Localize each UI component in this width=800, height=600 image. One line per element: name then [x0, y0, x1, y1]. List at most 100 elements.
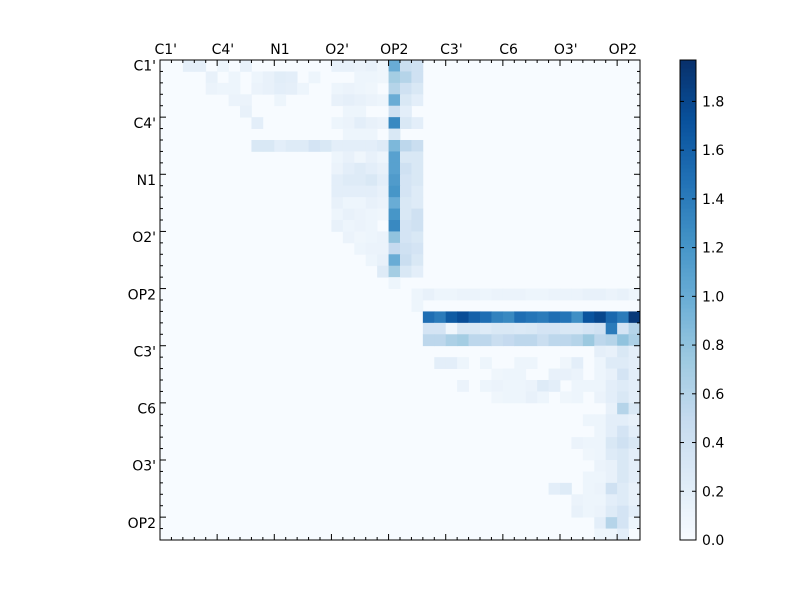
heatmap-cell	[582, 471, 595, 484]
heatmap-cell	[594, 334, 607, 347]
heatmap-cell	[560, 482, 572, 495]
heatmap-cell	[342, 128, 355, 141]
heatmap-cell	[480, 322, 492, 335]
colorbar-segment	[680, 264, 696, 269]
heatmap-cell	[240, 60, 252, 72]
heatmap-cell	[628, 517, 641, 529]
heatmap-cell	[617, 402, 629, 415]
colorbar-tick-label: 1.8	[702, 94, 724, 110]
x-tick-label: C4'	[212, 42, 235, 58]
heatmap-cell	[480, 380, 492, 392]
heatmap-cell	[560, 368, 572, 381]
heatmap-cell	[628, 494, 641, 507]
heatmap-cell	[571, 322, 584, 335]
heatmap-cell	[308, 71, 321, 84]
heatmap-cell	[548, 322, 561, 335]
heatmap-cell	[457, 334, 469, 347]
heatmap-cell	[342, 208, 355, 221]
heatmap-cell	[468, 288, 481, 301]
heatmap-cell	[411, 300, 424, 312]
colorbar-tick-label: 0.8	[702, 338, 724, 354]
heatmap-cell	[342, 117, 355, 129]
heatmap-cell	[354, 220, 367, 232]
x-tick-label: N1	[270, 42, 289, 58]
heatmap-cell	[228, 71, 241, 84]
colorbar-segment	[680, 472, 696, 477]
heatmap-cell	[354, 197, 367, 209]
heatmap-cell	[377, 265, 389, 278]
heatmap-cell	[525, 334, 538, 347]
heatmap-cell	[388, 254, 401, 267]
heatmap-cell	[365, 254, 378, 267]
colorbar-segment	[680, 460, 696, 465]
heatmap-cell	[342, 151, 355, 164]
heatmap-cell	[365, 185, 378, 198]
heatmap-cell	[388, 220, 401, 232]
heatmap-cell	[400, 220, 412, 232]
heatmap-cell	[354, 231, 367, 244]
heatmap-cell	[434, 288, 447, 301]
heatmap-cell	[468, 334, 481, 347]
heatmap-cell	[422, 334, 435, 347]
heatmap-cell	[434, 334, 447, 347]
colorbar-segment	[680, 308, 696, 313]
heatmap-cell	[628, 368, 641, 381]
heatmap-cell	[617, 482, 629, 495]
heatmap-cell	[525, 391, 538, 404]
y-tick-label: N1	[137, 173, 156, 189]
colorbar-segment	[680, 436, 696, 441]
heatmap-cell	[331, 94, 344, 107]
colorbar-segment	[680, 216, 696, 221]
heatmap-cell	[400, 265, 412, 278]
heatmap-cell	[262, 82, 275, 95]
heatmap-cell	[594, 414, 607, 427]
heatmap-cell	[548, 334, 561, 347]
colorbar-frame	[679, 59, 697, 541]
heatmap-cell	[480, 357, 492, 369]
colorbar-segment	[680, 144, 696, 149]
colorbar-segment	[680, 112, 696, 117]
colorbar-segment	[680, 236, 696, 241]
heatmap-cell	[285, 140, 298, 152]
heatmap-cell	[365, 94, 378, 107]
colorbar-segment	[680, 108, 696, 113]
heatmap-cell	[411, 151, 424, 164]
heatmap-cell	[594, 517, 607, 529]
heatmap-cell	[388, 71, 401, 84]
heatmap-cell	[605, 448, 618, 461]
colorbar-tick-label: 1.4	[702, 192, 724, 208]
colorbar-segment	[680, 212, 696, 217]
heatmap-cell	[331, 82, 344, 95]
heatmap-cell	[605, 494, 618, 507]
heatmap-cell	[491, 311, 504, 324]
heatmap-cell	[537, 380, 549, 392]
colorbar-segment	[680, 520, 696, 525]
colorbar-segment	[680, 208, 696, 213]
heatmap-cell	[251, 82, 264, 95]
colorbar-segment	[680, 508, 696, 513]
colorbar-segment	[680, 268, 696, 273]
colorbar-tick-label: 0.6	[702, 387, 724, 403]
heatmap-cell	[377, 231, 389, 244]
colorbar-segment	[680, 356, 696, 361]
heatmap-cell	[628, 505, 641, 518]
heatmap-cell	[491, 391, 504, 404]
heatmap-cell	[594, 288, 607, 301]
heatmap-cell	[514, 357, 527, 369]
colorbar-segment	[680, 444, 696, 449]
heatmap-cell	[628, 380, 641, 392]
heatmap-cell	[594, 528, 607, 541]
heatmap-cell	[411, 208, 424, 221]
heatmap-cell	[422, 311, 435, 324]
colorbar-segment	[680, 100, 696, 105]
colorbar-segment	[680, 228, 696, 233]
colorbar-segment	[680, 304, 696, 309]
colorbar-segment	[680, 176, 696, 181]
heatmap-cell	[605, 357, 618, 369]
colorbar-segment	[680, 164, 696, 169]
heatmap-cell	[571, 494, 584, 507]
colorbar-segment	[680, 332, 696, 337]
heatmap-cell	[411, 71, 424, 84]
colorbar-segment	[680, 500, 696, 505]
heatmap-cell	[571, 391, 584, 404]
